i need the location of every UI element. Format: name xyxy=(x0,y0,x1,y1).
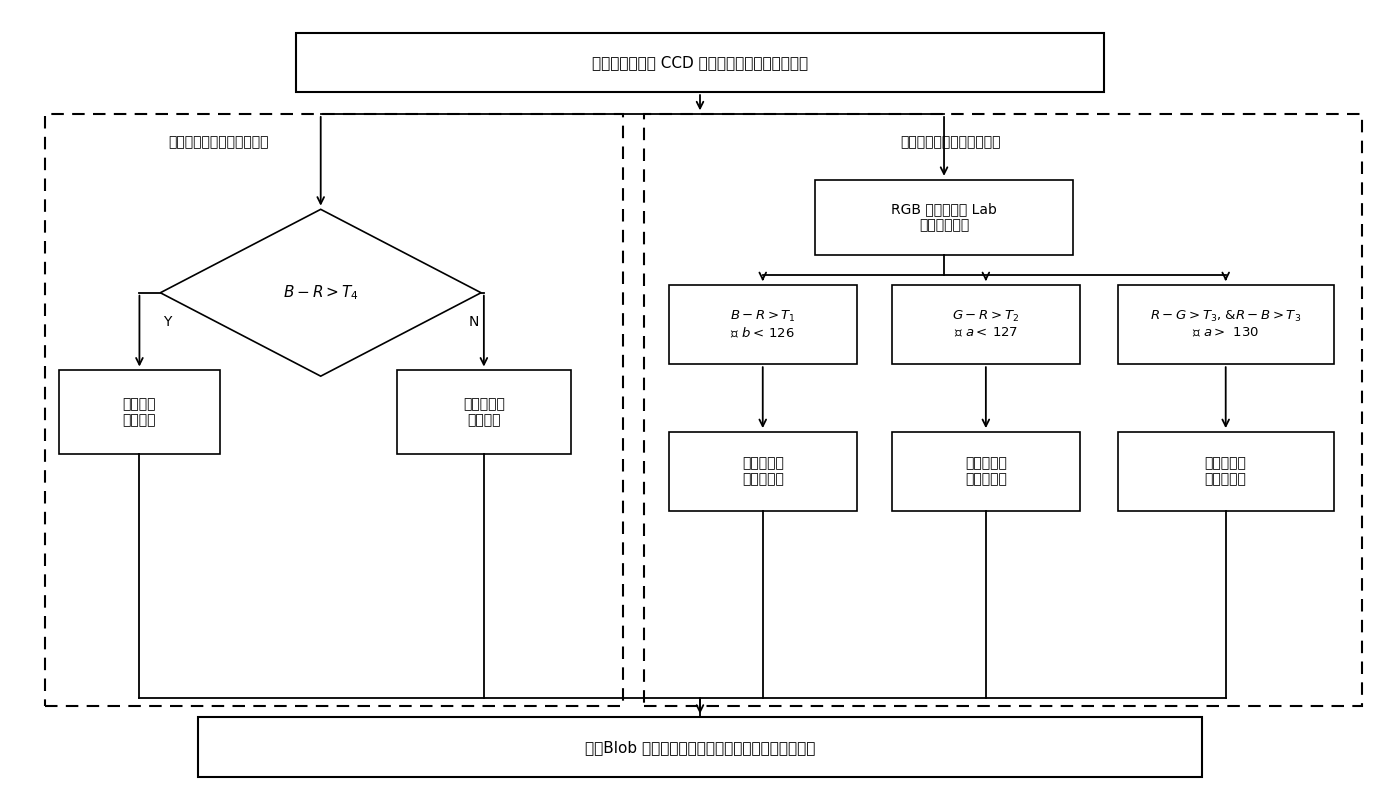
Text: 普通荧光光源下采集的图像: 普通荧光光源下采集的图像 xyxy=(168,135,269,149)
Text: 标记为异
性纤维点: 标记为异 性纤维点 xyxy=(123,397,157,427)
FancyBboxPatch shape xyxy=(396,370,571,454)
Text: N: N xyxy=(469,315,479,329)
Text: 标记为非异
性纤维点: 标记为非异 性纤维点 xyxy=(463,397,505,427)
Text: 采用双光源及双 CCD 相机采集棉花异性纤维图像: 采用双光源及双 CCD 相机采集棉花异性纤维图像 xyxy=(592,55,808,70)
Text: $B-R>T_1$
且 $b<$ 126: $B-R>T_1$ 且 $b<$ 126 xyxy=(729,309,795,340)
Text: 标记为蓝色
异性纤维点: 标记为蓝色 异性纤维点 xyxy=(1205,456,1246,486)
Text: $R-G>T_3$, &$R-B>T_3$
且 $a>$  130: $R-G>T_3$, &$R-B>T_3$ 且 $a>$ 130 xyxy=(1151,310,1301,340)
Text: 采用Blob 分析方法标记异性纤维区域并进行分区定位: 采用Blob 分析方法标记异性纤维区域并进行分区定位 xyxy=(585,740,815,754)
FancyBboxPatch shape xyxy=(815,179,1072,255)
Bar xyxy=(45,114,623,706)
FancyBboxPatch shape xyxy=(1117,285,1334,364)
Text: RGB 颜色空间到 Lab
颜色空间转换: RGB 颜色空间到 Lab 颜色空间转换 xyxy=(890,202,997,232)
FancyBboxPatch shape xyxy=(892,432,1079,511)
Text: $B-R>T_4$: $B-R>T_4$ xyxy=(283,283,358,302)
FancyBboxPatch shape xyxy=(669,432,857,511)
Bar xyxy=(644,114,1362,706)
Text: 紫外荧光光源下采集的图像: 紫外荧光光源下采集的图像 xyxy=(900,135,1001,149)
Text: 标记为红色
异性纤维点: 标记为红色 异性纤维点 xyxy=(742,456,784,486)
FancyBboxPatch shape xyxy=(59,370,220,454)
Text: Y: Y xyxy=(164,315,172,329)
FancyBboxPatch shape xyxy=(892,285,1079,364)
FancyBboxPatch shape xyxy=(1117,432,1334,511)
FancyBboxPatch shape xyxy=(197,718,1203,777)
FancyBboxPatch shape xyxy=(295,33,1105,92)
FancyBboxPatch shape xyxy=(669,285,857,364)
Polygon shape xyxy=(161,210,482,376)
Text: 标记为绿色
异性纤维点: 标记为绿色 异性纤维点 xyxy=(965,456,1007,486)
Text: $G-R>T_2$
且 $a<$ 127: $G-R>T_2$ 且 $a<$ 127 xyxy=(952,310,1019,340)
